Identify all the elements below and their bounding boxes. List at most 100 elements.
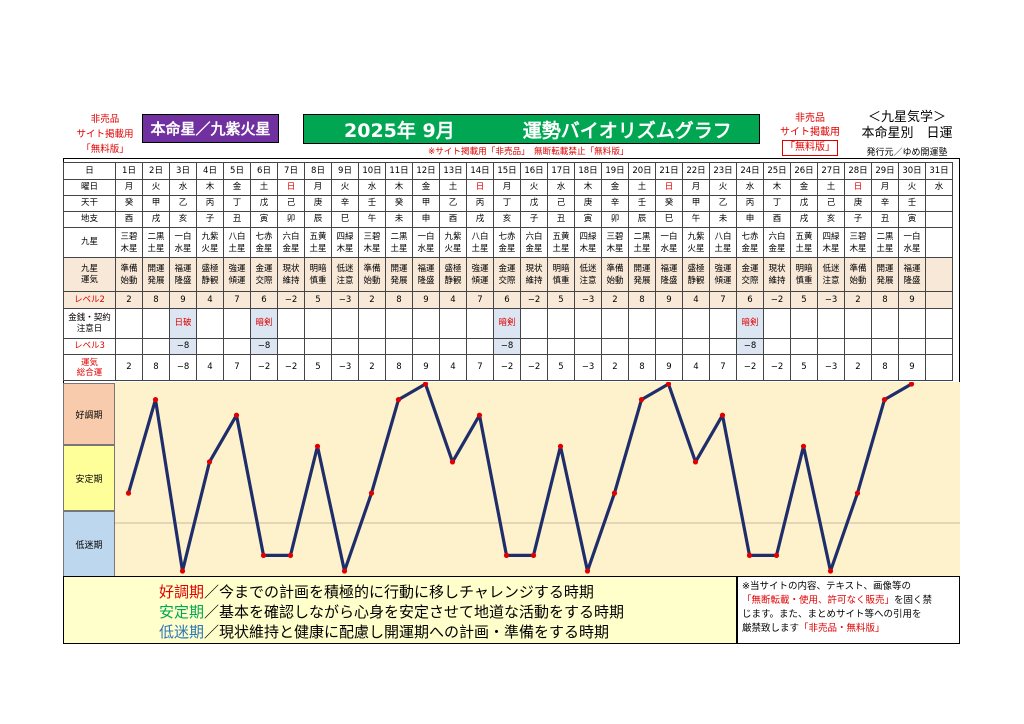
data-point: [692, 459, 699, 465]
cell-caution: [520, 308, 548, 339]
cell-kyusei-line1: 九紫: [444, 231, 462, 242]
cell-caution: [655, 308, 683, 339]
cell-caution: [574, 308, 602, 339]
series-line: [126, 382, 913, 573]
cell-tenkan: 己: [277, 195, 305, 212]
cell-unki-line2: 慎重: [795, 275, 813, 286]
cell-tenkan: 癸: [385, 195, 413, 212]
cell-kyusei-line1: 一白: [660, 231, 678, 242]
legend-box: 好調期／今までの計画を積極的に行動に移しチャレンジする時期 安定期／基本を確認し…: [63, 576, 737, 644]
cell-day: 27日: [817, 162, 845, 180]
not-for-sale-left: 非売品 サイト掲載用 「無料版」: [73, 112, 137, 157]
cell-tenkan: 乙: [439, 195, 467, 212]
cell-unki-line1: 強運: [228, 263, 246, 274]
cell-total: 5: [547, 354, 575, 381]
cell-weekday: 木: [196, 179, 224, 196]
cell-kyusei: 七赤 金星: [250, 227, 278, 258]
cell-kyusei-line1: 四緑: [822, 231, 840, 242]
cell-tenkan: 庚: [844, 195, 872, 212]
cell-kyusei-line1: 八白: [714, 231, 732, 242]
cell-caution: [466, 308, 494, 339]
cell-level2: [925, 291, 953, 309]
cell-total: 4: [682, 354, 710, 381]
data-point: [287, 552, 294, 558]
cell-level3: [898, 338, 926, 355]
row-unki: 九星 運気 準備 始動 開運 発展 福運 隆盛 盛極 静観 強運 傾運 金運 交際 現状 維持 明暗 慎重 低迷注…: [63, 257, 953, 292]
cell-unki: [925, 257, 953, 292]
cell-caution: [304, 308, 332, 339]
cell-unki-line1: 明暗: [795, 263, 813, 274]
cell-unki: 金運 交際: [250, 257, 278, 292]
data-point: [530, 552, 537, 558]
cell-kyusei-line1: 五黄: [795, 231, 813, 242]
cell-weekday: 水: [925, 179, 953, 196]
cell-tenkan: 癸: [115, 195, 143, 212]
cell-unki-line2: 始動: [120, 275, 138, 286]
cell-kyusei-line2: 土星: [471, 243, 489, 254]
cell-total: −8: [169, 354, 197, 381]
cell-level3: [601, 338, 629, 355]
cell-kyusei-line1: 三碧: [849, 231, 867, 242]
cell-chishi: 卯: [601, 211, 629, 228]
data-point: [152, 397, 159, 403]
nf-right-line2: サイト掲載用: [780, 127, 840, 138]
cell-tenkan: 丁: [763, 195, 791, 212]
cell-chishi: 丑: [223, 211, 251, 228]
cell-total: 7: [466, 354, 494, 381]
cell-kyusei: 三碧 木星: [358, 227, 386, 258]
cell-level3: [331, 338, 359, 355]
copyright-line1: ※当サイトの内容、テキスト、画像等の: [742, 581, 911, 592]
cell-day: 11日: [385, 162, 413, 180]
cell-unki-line1: 準備: [363, 263, 381, 274]
cell-weekday: 木: [385, 179, 413, 196]
cell-total: [925, 354, 953, 381]
cell-unki-line2: 発展: [876, 275, 894, 286]
cell-caution: [898, 308, 926, 339]
legend-stable-text: ／基本を確認しながら心身を安定させて地道な活動をする時期: [204, 603, 625, 621]
cell-kyusei: 四緑 木星: [574, 227, 602, 258]
cell-kyusei-line2: 木星: [606, 243, 624, 254]
cell-tenkan: 辛: [601, 195, 629, 212]
cell-unki: 低迷 注意: [817, 257, 845, 292]
cell-chishi: 申: [412, 211, 440, 228]
cell-level3: [790, 338, 818, 355]
cell-caution: [439, 308, 467, 339]
cell-kyusei: 三碧 木星: [601, 227, 629, 258]
cell-chishi: 寅: [574, 211, 602, 228]
row-chishi: 地支酉戌亥子丑寅卯辰巳午未申酉戌亥子丑寅卯辰巳午未申酉戌亥子丑寅: [63, 211, 953, 228]
cell-unki-line1: 明暗: [552, 263, 570, 274]
cell-unki-line1: 福運: [903, 263, 921, 274]
cell-unki-line2: 発展: [390, 275, 408, 286]
cell-level2: 4: [196, 291, 224, 309]
cell-unki-line1: 盛極: [444, 263, 462, 274]
cell-kyusei: 七赤 金星: [736, 227, 764, 258]
cell-level3: [709, 338, 737, 355]
cell-kyusei-line1: 三碧: [606, 231, 624, 242]
cell-level2: 5: [547, 291, 575, 309]
cell-day: 30日: [898, 162, 926, 180]
cell-unki: 準備 始動: [358, 257, 386, 292]
cell-unki-line1: 低迷: [336, 263, 354, 274]
row-label-chishi: 地支: [63, 211, 116, 228]
cell-level2: 7: [709, 291, 737, 309]
cell-unki: 福運 隆盛: [655, 257, 683, 292]
data-point: [233, 412, 240, 418]
cell-total: −2: [763, 354, 791, 381]
cell-unki-line1: 低迷: [822, 263, 840, 274]
cell-kyusei: 九紫 火星: [196, 227, 224, 258]
cell-unki-line2: 隆盛: [660, 275, 678, 286]
cell-day: 7日: [277, 162, 305, 180]
cell-kyusei-line1: 一白: [903, 231, 921, 242]
cell-unki-line2: 維持: [525, 275, 543, 286]
publisher: 発行元／ゆめ開運塾: [866, 148, 948, 158]
cell-level2: −3: [331, 291, 359, 309]
cell-caution: [709, 308, 737, 339]
cell-day: 6日: [250, 162, 278, 180]
cell-kyusei-line2: 木星: [822, 243, 840, 254]
cell-level3: [763, 338, 791, 355]
cell-tenkan: 辛: [331, 195, 359, 212]
cell-total: −2: [277, 354, 305, 381]
cell-unki-line2: 維持: [282, 275, 300, 286]
data-point: [584, 568, 591, 574]
cell-unki: 開運 発展: [142, 257, 170, 292]
